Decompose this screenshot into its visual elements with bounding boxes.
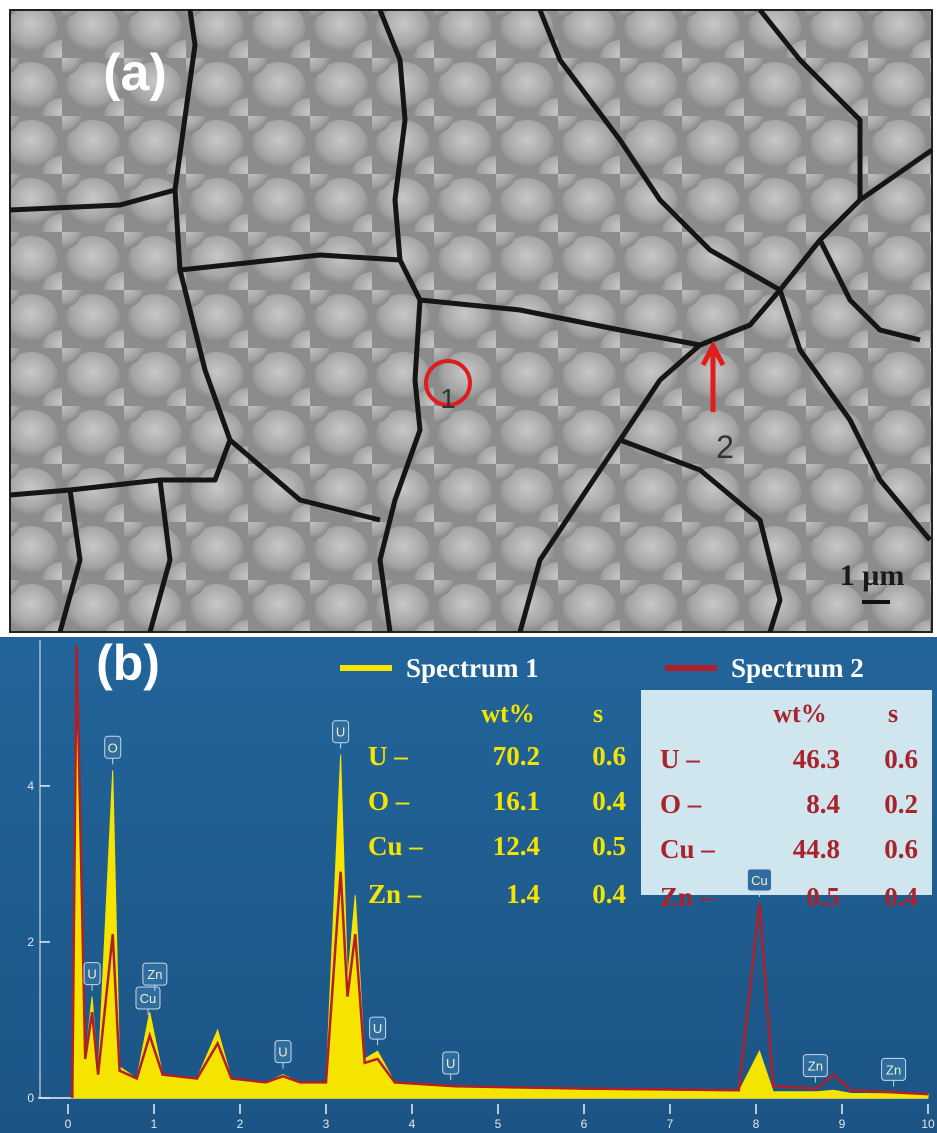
marker-label: 1 — [440, 383, 456, 414]
x-tick-label: 6 — [581, 1117, 588, 1131]
table-element: U – — [368, 741, 408, 771]
x-tick-label: 3 — [323, 1117, 330, 1131]
x-tick-label: 9 — [839, 1117, 846, 1131]
table-element: Zn – — [660, 882, 714, 912]
peak-label: Cu — [751, 873, 768, 888]
peak-label: U — [87, 967, 96, 982]
peak-label: U — [278, 1045, 287, 1060]
x-tick-label: 2 — [237, 1117, 244, 1131]
panel-label: (b) — [96, 635, 160, 691]
peak-label: U — [446, 1056, 455, 1071]
table-error: 0.6 — [592, 741, 626, 771]
table-value: 12.4 — [493, 831, 540, 861]
sem-panel: 1 2 (a) 1 µm — [10, 10, 932, 632]
table-error: 0.2 — [884, 789, 918, 819]
table-error: 0.4 — [884, 882, 918, 912]
table-error: 0.4 — [592, 879, 626, 909]
table-value: 70.2 — [493, 741, 540, 771]
table-value: 44.8 — [793, 834, 840, 864]
table-error: 0.5 — [592, 831, 626, 861]
peak-label: Zn — [147, 967, 162, 982]
x-tick-label: 8 — [753, 1117, 760, 1131]
table-value: 0.5 — [806, 882, 840, 912]
table-error: 0.4 — [592, 786, 626, 816]
peak-label: Zn — [808, 1059, 823, 1074]
y-tick-label: 4 — [27, 779, 34, 793]
x-tick-label: 1 — [151, 1117, 158, 1131]
table-error: 0.6 — [884, 744, 918, 774]
table-value: 46.3 — [793, 744, 840, 774]
peak-label: O — [108, 740, 118, 755]
x-tick-label: 5 — [495, 1117, 502, 1131]
y-tick-label: 0 — [27, 1091, 34, 1105]
table-value: 16.1 — [493, 786, 540, 816]
x-tick-label: 0 — [65, 1117, 72, 1131]
peak-label: Cu — [140, 991, 157, 1006]
table-element: O – — [368, 786, 410, 816]
table-value: 8.4 — [806, 789, 840, 819]
table-element: Cu – — [660, 834, 715, 864]
table-header: wt% — [773, 699, 826, 728]
legend-label: Spectrum 1 — [406, 653, 539, 683]
table-element: Cu – — [368, 831, 423, 861]
sem-image — [10, 10, 932, 632]
x-tick-label: 10 — [921, 1117, 935, 1131]
page: 1 2 (a) 1 µm (b) 0 1 2 3 4 5 6 7 8 9 10 0 2 4 Spectrum… — [0, 0, 937, 1133]
table-header: s — [593, 699, 603, 728]
marker-label: 2 — [716, 429, 734, 465]
panel-label: (a) — [103, 44, 167, 102]
peak-label: Zn — [886, 1062, 901, 1077]
table-element: U – — [660, 744, 700, 774]
legend-label: Spectrum 2 — [731, 653, 864, 683]
figure: 1 2 (a) 1 µm (b) 0 1 2 3 4 5 6 7 8 9 10 0 2 4 Spectrum… — [0, 0, 937, 1133]
table-error: 0.6 — [884, 834, 918, 864]
y-tick-label: 2 — [27, 935, 34, 949]
peak-label: U — [336, 725, 345, 740]
peak-label: U — [373, 1021, 382, 1036]
table-header: wt% — [481, 699, 534, 728]
scale-bar-label: 1 µm — [840, 559, 905, 592]
x-tick-label: 7 — [667, 1117, 674, 1131]
x-tick-label: 4 — [409, 1117, 416, 1131]
table-element: Zn – — [368, 879, 422, 909]
table-value: 1.4 — [506, 879, 540, 909]
table-element: O – — [660, 789, 702, 819]
table-header: s — [888, 699, 898, 728]
